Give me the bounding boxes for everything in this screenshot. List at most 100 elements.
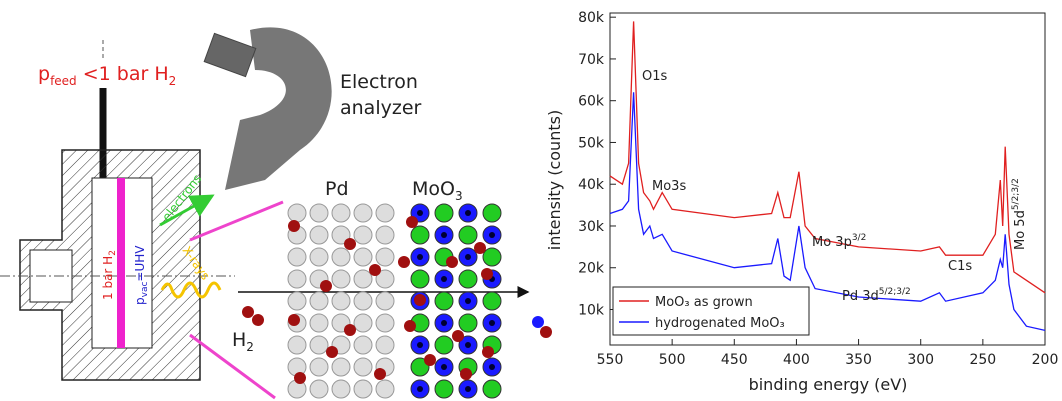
mo-atom: [482, 291, 502, 311]
pd-atom: [353, 357, 373, 377]
pd-label: Pd: [325, 178, 349, 200]
mo-atom: [458, 269, 478, 289]
pd-atom: [375, 203, 395, 223]
hydrogen: [482, 346, 494, 358]
mo-atom: [482, 379, 502, 399]
moo3-label: MoO3: [412, 178, 463, 203]
pd-atom: [309, 203, 329, 223]
y-tick-label: 60k: [578, 94, 605, 110]
pd-atom: [331, 379, 351, 399]
pd-atom: [331, 357, 351, 377]
y-tick-label: 70k: [578, 52, 605, 68]
mo-atom: [458, 225, 478, 245]
x-tick-label: 350: [845, 352, 872, 368]
molecule-atom: [252, 314, 264, 326]
hydrogen: [406, 216, 418, 228]
vac-pressure: pvac=UHV: [133, 245, 150, 305]
pd-atom: [353, 247, 373, 267]
label-sub: 2: [246, 340, 254, 354]
label-sub: 3: [455, 189, 463, 203]
y-tick-label: 80k: [578, 10, 605, 26]
mo-core: [417, 386, 423, 392]
series-line: [609, 92, 1046, 332]
peak-text: Mo 5d: [1013, 210, 1028, 250]
label-part: 1 bar H: [101, 256, 115, 300]
mo-core: [489, 320, 495, 326]
mo-core: [489, 232, 495, 238]
pd-atom: [353, 379, 373, 399]
x-tick-label: 550: [597, 352, 624, 368]
peak-text: C1s: [948, 259, 972, 274]
hydrogen: [344, 324, 356, 336]
electron-arrow: [159, 194, 215, 227]
pd-atom: [287, 335, 307, 355]
legend-box: [612, 286, 810, 336]
analyzer-label: Electron: [340, 71, 418, 93]
pd-atom: [331, 247, 351, 267]
peak-label: Mo 5d5/2;3/2: [1011, 178, 1028, 250]
peak-sup: 5/2;3/2: [879, 287, 911, 297]
mo-atom: [434, 335, 454, 355]
y-axis-title: intensity (counts): [545, 110, 564, 250]
x-tick-label: 250: [969, 352, 996, 368]
pd-atom: [353, 335, 373, 355]
pd-atom: [287, 247, 307, 267]
pd-atom: [309, 313, 329, 333]
label-sub: vac: [140, 282, 150, 298]
hydrogen: [398, 256, 410, 268]
schematic: pfeed <1 bar H2 Electron analyzer electr…: [0, 27, 552, 400]
peak-sup: 3/2: [852, 233, 866, 243]
hydrogen: [414, 294, 426, 306]
peak-text: O1s: [642, 69, 668, 84]
label-part: <1 bar H: [77, 63, 169, 85]
peak-label: Pd 3d5/2;3/2: [842, 287, 911, 304]
mo-atom: [410, 225, 430, 245]
analyzer: [225, 27, 332, 191]
view-line: [189, 200, 284, 242]
pd-atom: [375, 247, 395, 267]
hydrogen: [452, 330, 464, 342]
pd-atom: [353, 225, 373, 245]
mo-core: [417, 254, 423, 260]
mo-atom: [482, 203, 502, 223]
mo-atom: [410, 357, 430, 377]
analyzer-detector: [203, 32, 257, 78]
mo-core: [441, 320, 447, 326]
hydrogen: [460, 368, 472, 380]
pd-atom: [287, 269, 307, 289]
pd-atom: [353, 203, 373, 223]
mo-core: [465, 210, 471, 216]
mo-atom: [410, 269, 430, 289]
mo-core: [489, 364, 495, 370]
pd-atom: [331, 291, 351, 311]
hydrogen: [288, 220, 300, 232]
lattice: [242, 203, 552, 399]
xps-chart: binding energy (eV) intensity (counts) 5…: [545, 10, 1058, 394]
label-part: H: [232, 329, 246, 351]
legend-label: hydrogenated MoO₃: [655, 316, 785, 331]
mo-atom: [434, 379, 454, 399]
hydrogen: [424, 354, 436, 366]
mo-atom: [482, 247, 502, 267]
x-tick-label: 450: [721, 352, 748, 368]
mo-atom: [434, 291, 454, 311]
hydrogen: [404, 320, 416, 332]
mo-core: [441, 276, 447, 282]
hydrogen: [320, 280, 332, 292]
hydrogen: [446, 256, 458, 268]
pd-atom: [375, 379, 395, 399]
hydrogen: [294, 372, 306, 384]
x-tick-label: 200: [1032, 352, 1059, 368]
label-part: MoO: [412, 178, 455, 200]
mo-core: [441, 232, 447, 238]
mo-core: [465, 298, 471, 304]
pd-atom: [309, 225, 329, 245]
label-sub: 2: [108, 250, 118, 256]
feed-pressure: pfeed <1 bar H2: [38, 63, 176, 88]
hydrogen: [369, 264, 381, 276]
pd-atom: [287, 291, 307, 311]
legend-label: MoO₃ as grown: [655, 295, 753, 310]
label-part: p: [133, 297, 147, 305]
peak-label: C1s: [948, 259, 972, 274]
hydrogen: [344, 238, 356, 250]
